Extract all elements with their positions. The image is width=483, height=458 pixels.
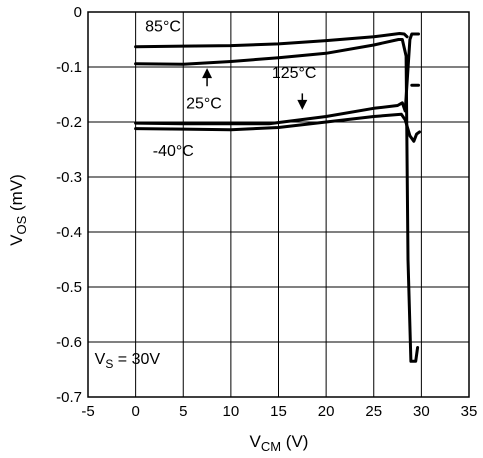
series-line — [134, 32, 420, 126]
series-group — [134, 32, 421, 363]
y-axis-label-unit: (mV) — [7, 174, 26, 216]
condition-sub: S — [105, 357, 113, 371]
annotation-arrow-head — [297, 99, 308, 110]
series-line — [134, 38, 420, 363]
y-axis-label-main: V — [7, 234, 26, 246]
series-annotation: 125°C — [272, 65, 317, 82]
x-tick-label: 20 — [318, 403, 335, 420]
plot-frame — [87, 11, 470, 398]
tick-labels: -5 0 5 10 15 20 25 30 35 0 -0.1 -0.2 -0.3 -0.4 -0.5 -0.… — [56, 4, 477, 420]
y-tick-label: -0.2 — [56, 114, 82, 131]
x-tick-label: 25 — [365, 403, 382, 420]
x-tick-label: 10 — [223, 403, 240, 420]
x-axis-label-unit: (V) — [281, 432, 308, 451]
y-tick-label: 0 — [74, 4, 82, 21]
grid — [87, 11, 470, 398]
series-line — [134, 112, 421, 143]
y-tick-label: -0.6 — [56, 334, 82, 351]
series-annotation: 85°C — [145, 18, 181, 35]
annotations: 85°C 25°C 125°C -40°C — [145, 18, 316, 160]
y-axis-label: VOS (mV) — [7, 174, 29, 246]
y-tick-label: -0.1 — [56, 59, 82, 76]
condition-label: VS = 30V — [95, 351, 161, 371]
x-axis-label: VCM (V) — [250, 432, 309, 454]
y-tick-label: -0.7 — [56, 389, 82, 406]
series-line — [134, 32, 409, 49]
y-tick-label: -0.5 — [56, 279, 82, 296]
series-annotation: -40°C — [153, 143, 194, 160]
x-tick-label: -5 — [81, 403, 94, 420]
x-tick-label: 15 — [270, 403, 287, 420]
condition-rest: = 30V — [113, 351, 160, 368]
x-axis-label-sub: CM — [261, 439, 281, 454]
x-tick-label: 0 — [131, 403, 139, 420]
x-axis-label-main: V — [250, 432, 262, 451]
y-tick-label: -0.4 — [56, 224, 82, 241]
x-tick-label: 5 — [179, 403, 187, 420]
x-tick-label: 35 — [461, 403, 478, 420]
y-axis-label-sub: OS — [14, 215, 29, 234]
series-annotation: 25°C — [186, 95, 222, 112]
annotation-arrow-head — [202, 68, 213, 79]
condition-main: V — [95, 351, 106, 368]
y-tick-label: -0.3 — [56, 169, 82, 186]
x-tick-label: 30 — [413, 403, 430, 420]
